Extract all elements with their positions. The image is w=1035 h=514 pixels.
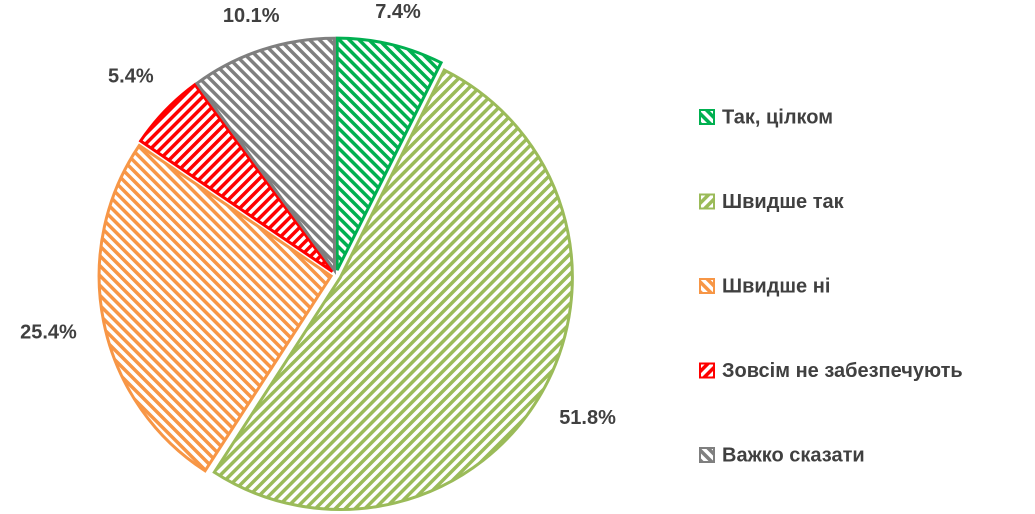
pie-slice (212, 68, 574, 511)
pie-slice (97, 143, 334, 473)
legend-label: Швидше так (722, 191, 845, 213)
data-label: 5.4% (108, 65, 154, 87)
data-label: 51.8% (559, 407, 616, 429)
pie-slice (138, 82, 334, 273)
legend-swatch (699, 278, 715, 294)
legend-label: Зовсім не забезпечують (722, 360, 963, 382)
data-label: 10.1% (223, 5, 280, 27)
legend-swatch (699, 362, 715, 379)
data-label: 7.4% (375, 1, 421, 23)
legend-label: Швидше ні (722, 275, 830, 297)
legend-swatch (699, 193, 715, 210)
legend-label: Важко сказати (722, 444, 865, 466)
legend-swatch (699, 447, 715, 463)
legend-label: Так, цілком (722, 106, 833, 128)
pie-slice (335, 36, 444, 271)
legend-swatch (699, 109, 715, 125)
data-label: 25.4% (20, 321, 77, 343)
pie-slice (194, 36, 336, 275)
